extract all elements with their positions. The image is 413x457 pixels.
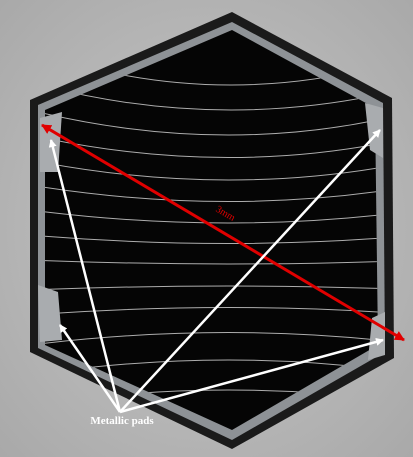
pads-label: Metallic pads xyxy=(90,415,154,427)
arrow xyxy=(58,324,122,413)
arrow xyxy=(119,129,381,413)
arrow xyxy=(48,139,122,413)
arrow xyxy=(119,337,384,414)
pad-arrows xyxy=(48,129,384,414)
dimension-line xyxy=(41,123,405,342)
